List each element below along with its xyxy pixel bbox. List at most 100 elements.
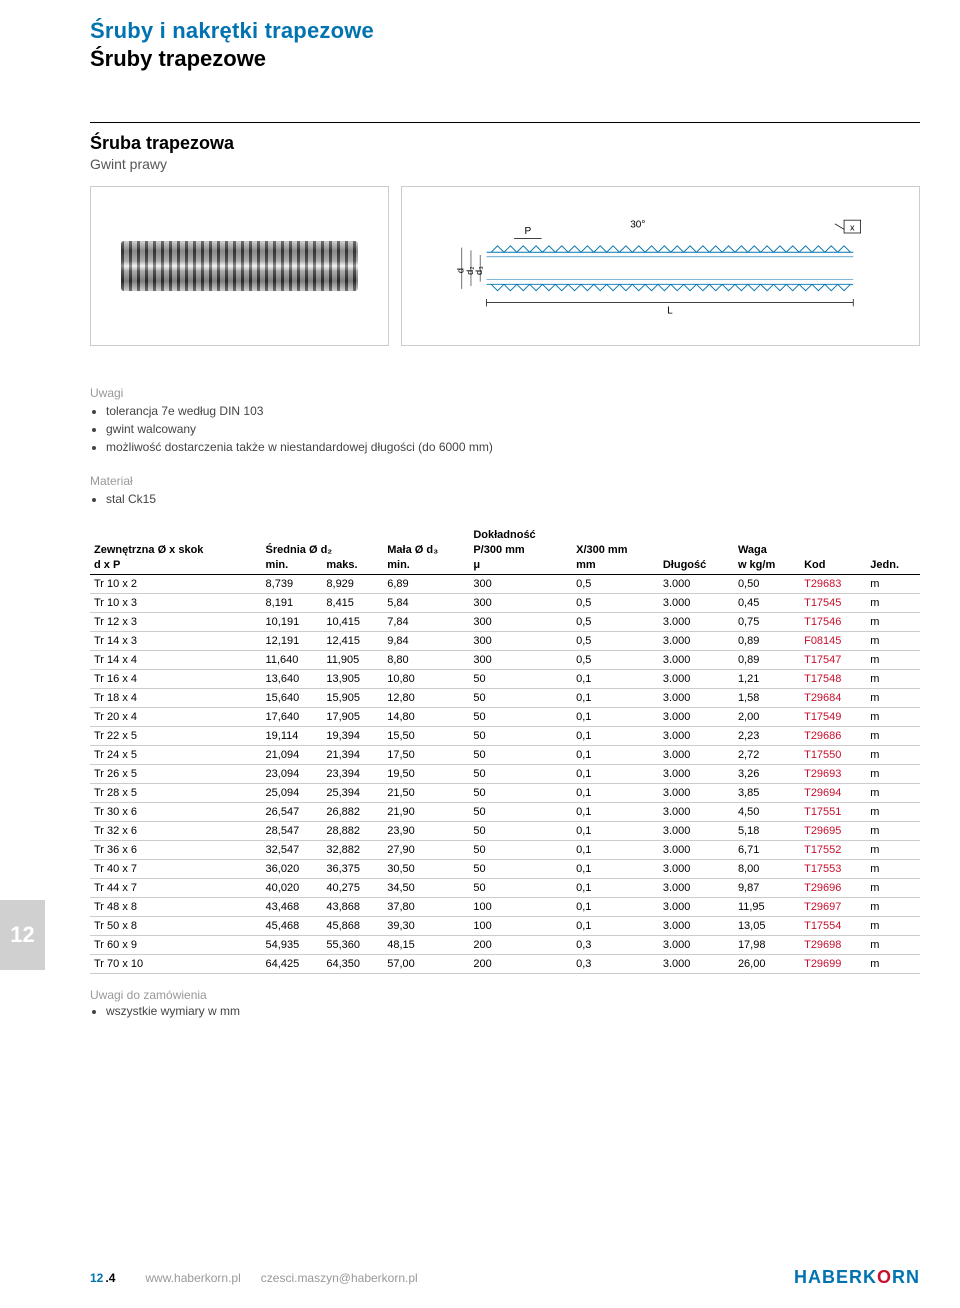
table-cell: 3.000 [659,955,734,974]
table-cell: 55,360 [322,936,383,955]
table-cell: 0,1 [572,727,659,746]
table-cell: 0,5 [572,613,659,632]
table-cell: 0,1 [572,898,659,917]
table-cell: m [866,955,920,974]
table-cell: Tr 10 x 3 [90,594,262,613]
table-row: Tr 16 x 413,64013,90510,80500,13.0001,21… [90,670,920,689]
table-cell: T29698 [800,936,866,955]
table-cell: 50 [469,727,572,746]
logo-part-red: O [877,1267,892,1287]
table-cell: Tr 50 x 8 [90,917,262,936]
table-cell: 3,85 [734,784,800,803]
table-cell: m [866,746,920,765]
table-cell: 43,468 [262,898,323,917]
table-cell: 50 [469,879,572,898]
table-cell: 0,1 [572,670,659,689]
table-cell: Tr 28 x 5 [90,784,262,803]
notes-label: Uwagi [90,386,920,400]
table-cell: 36,375 [322,860,383,879]
table-cell: 9,87 [734,879,800,898]
table-cell: 7,84 [383,613,469,632]
table-cell: Tr 12 x 3 [90,613,262,632]
page-footer: 12.4 www.haberkorn.pl czesci.maszyn@habe… [90,1267,920,1288]
table-row: Tr 32 x 628,54728,88223,90500,13.0005,18… [90,822,920,841]
th-d2-min: min. [262,556,323,575]
table-cell: 0,1 [572,803,659,822]
table-cell: Tr 10 x 2 [90,575,262,594]
table-cell: T29684 [800,689,866,708]
table-cell: T17550 [800,746,866,765]
table-cell: 15,50 [383,727,469,746]
table-cell: 40,275 [322,879,383,898]
th-waga-top: Waga [734,541,800,556]
table-row: Tr 50 x 845,46845,86839,301000,13.00013,… [90,917,920,936]
table-cell: 11,905 [322,651,383,670]
table-cell: 3.000 [659,936,734,955]
table-cell: 13,05 [734,917,800,936]
logo-part1: HABERK [794,1267,877,1287]
table-cell: 19,114 [262,727,323,746]
table-cell: Tr 14 x 4 [90,651,262,670]
table-cell: 300 [469,632,572,651]
table-cell: 8,415 [322,594,383,613]
table-cell: 9,84 [383,632,469,651]
th-dxp: d x P [90,556,262,575]
table-cell: 17,98 [734,936,800,955]
table-row: Tr 28 x 525,09425,39421,50500,13.0003,85… [90,784,920,803]
table-body: Tr 10 x 28,7398,9296,893000,53.0000,50T2… [90,575,920,974]
table-cell: 5,84 [383,594,469,613]
table-cell: 17,50 [383,746,469,765]
table-cell: 3.000 [659,803,734,822]
table-cell: 50 [469,784,572,803]
th-x300-top: X/300 mm [572,541,659,556]
table-row: Tr 36 x 632,54732,88227,90500,13.0006,71… [90,841,920,860]
table-cell: m [866,575,920,594]
table-cell: 39,30 [383,917,469,936]
notes-list-item: tolerancja 7e według DIN 103 [106,402,920,420]
table-cell: 40,020 [262,879,323,898]
table-row: Tr 60 x 954,93555,36048,152000,33.00017,… [90,936,920,955]
table-cell: m [866,765,920,784]
table-cell: m [866,632,920,651]
table-cell: 3.000 [659,727,734,746]
th-accuracy-over: Dokładność [469,526,572,541]
product-name: Śruba trapezowa [90,133,920,154]
table-cell: Tr 32 x 6 [90,822,262,841]
table-row: Tr 20 x 417,64017,90514,80500,13.0002,00… [90,708,920,727]
table-cell: 8,739 [262,575,323,594]
th-d2-max: maks. [322,556,383,575]
table-cell: 50 [469,689,572,708]
table-cell: m [866,670,920,689]
table-cell: 21,394 [322,746,383,765]
table-row: Tr 24 x 521,09421,39417,50500,13.0002,72… [90,746,920,765]
table-cell: 12,191 [262,632,323,651]
table-cell: 21,90 [383,803,469,822]
th-dxp-top: Zewnętrzna Ø x skok [90,541,262,556]
table-cell: 23,90 [383,822,469,841]
screw-photo [121,241,358,291]
table-cell: 45,468 [262,917,323,936]
table-cell: Tr 20 x 4 [90,708,262,727]
page-header: Śruby i nakrętki trapezowe Śruby trapezo… [90,0,920,72]
screw-diagram: placeholder L P 30° x d d₂ d₃ [428,211,893,321]
notes-block: Uwagi tolerancja 7e według DIN 103gwint … [90,386,920,456]
table-cell: 11,95 [734,898,800,917]
table-cell: 100 [469,898,572,917]
product-desc: Gwint prawy [90,156,920,172]
table-cell: 0,1 [572,689,659,708]
table-cell: 15,905 [322,689,383,708]
notes-list-item: możliwość dostarczenia także w niestanda… [106,438,920,456]
table-cell: 13,905 [322,670,383,689]
table-cell: Tr 26 x 5 [90,765,262,784]
table-row: Tr 70 x 1064,42564,35057,002000,33.00026… [90,955,920,974]
table-cell: m [866,784,920,803]
order-notes-list: wszystkie wymiary w mm [90,1004,920,1018]
table-cell: 50 [469,708,572,727]
table-cell: m [866,651,920,670]
table-cell: 3,26 [734,765,800,784]
table-cell: 45,868 [322,917,383,936]
table-row: Tr 30 x 626,54726,88221,90500,13.0004,50… [90,803,920,822]
table-cell: 2,72 [734,746,800,765]
table-cell: 100 [469,917,572,936]
table-cell: 0,1 [572,917,659,936]
